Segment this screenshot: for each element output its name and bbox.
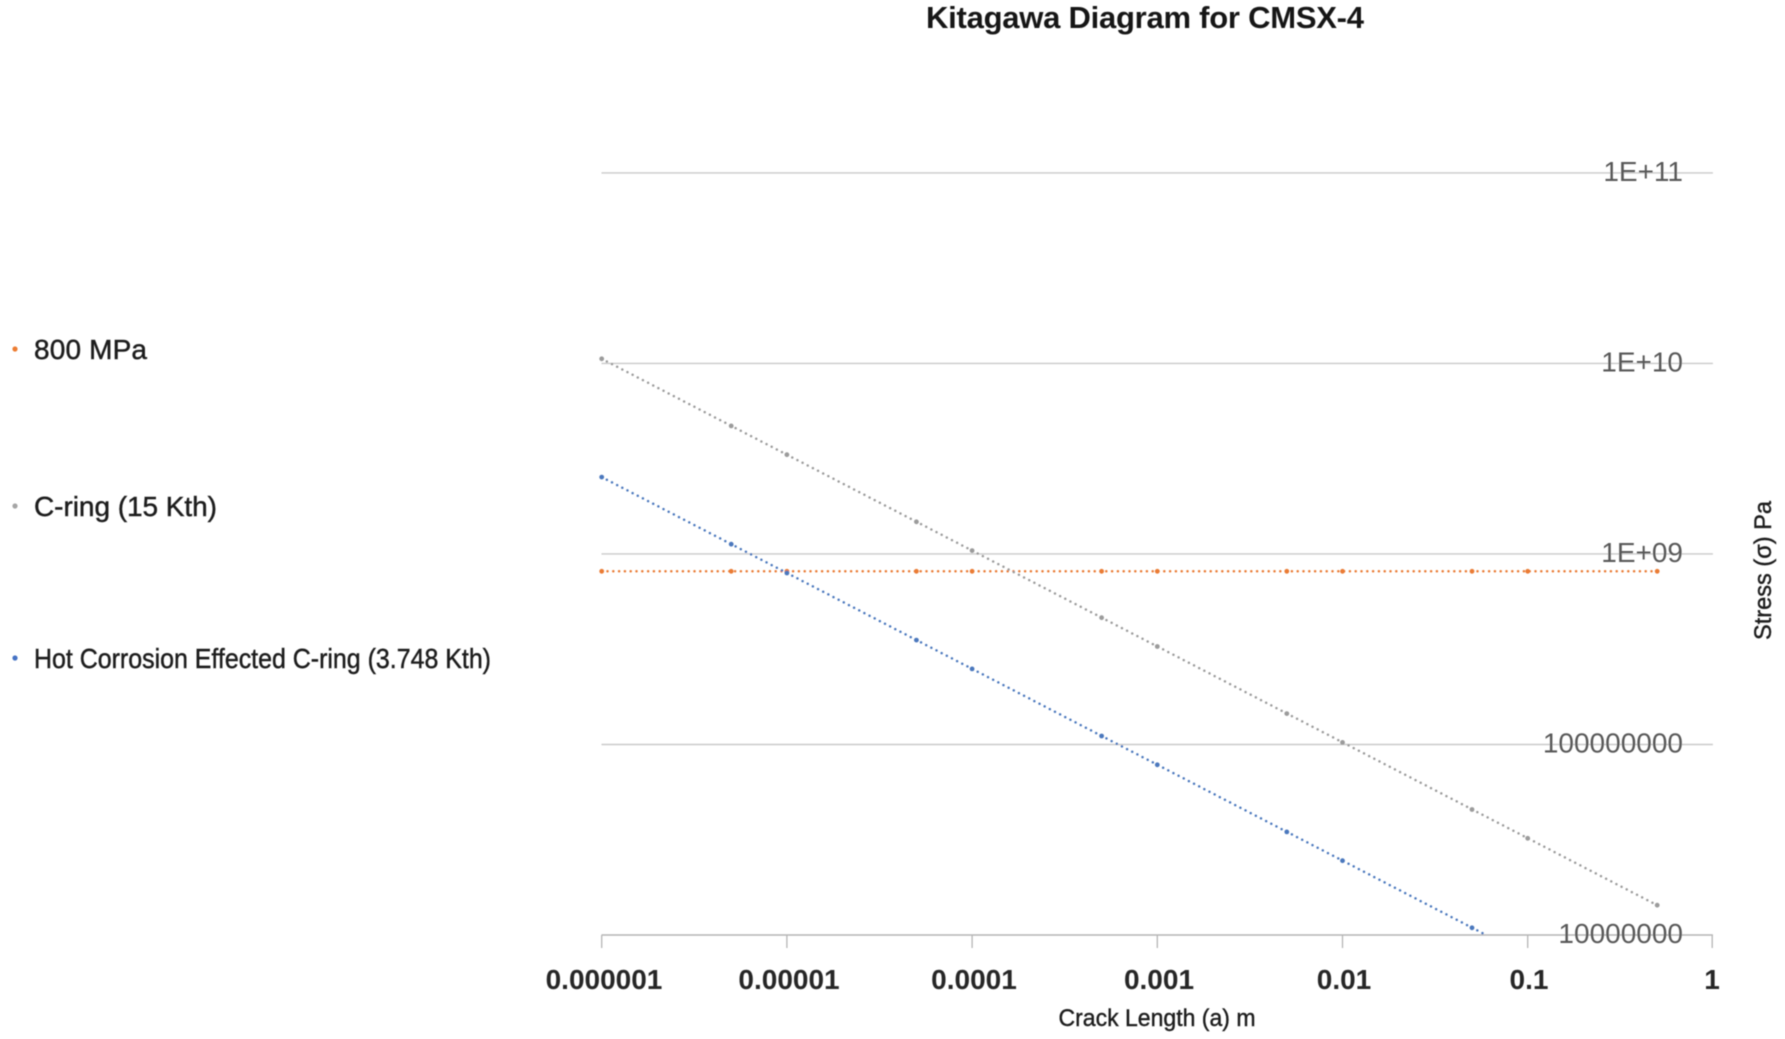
svg-text:Hot Corrosion Effected C-ring: Hot Corrosion Effected C-ring (3.748 Kth… [34,643,491,674]
svg-text:0.01: 0.01 [1317,964,1372,995]
svg-text:C-ring (15 Kth): C-ring (15 Kth) [34,491,217,522]
svg-text:0.0001: 0.0001 [931,964,1017,995]
svg-text:1: 1 [1704,964,1720,995]
svg-text:100000000: 100000000 [1543,728,1683,759]
svg-text:1E+09: 1E+09 [1601,537,1683,568]
svg-text:Kitagawa Diagram for CMSX-4: Kitagawa Diagram for CMSX-4 [926,0,1365,35]
svg-text:Crack Length (a) m: Crack Length (a) m [1059,1005,1256,1032]
svg-text:0.001: 0.001 [1124,964,1194,995]
svg-text:1E+11: 1E+11 [1603,156,1683,187]
svg-text:Stress (σ) Pa: Stress (σ) Pa [1750,500,1777,640]
svg-text:0.00001: 0.00001 [738,964,839,995]
svg-text:800 MPa: 800 MPa [34,334,147,365]
svg-text:0.1: 0.1 [1510,964,1549,995]
svg-text:10000000: 10000000 [1558,918,1683,949]
svg-text:0.000001: 0.000001 [546,964,663,995]
svg-text:1E+10: 1E+10 [1601,347,1683,378]
